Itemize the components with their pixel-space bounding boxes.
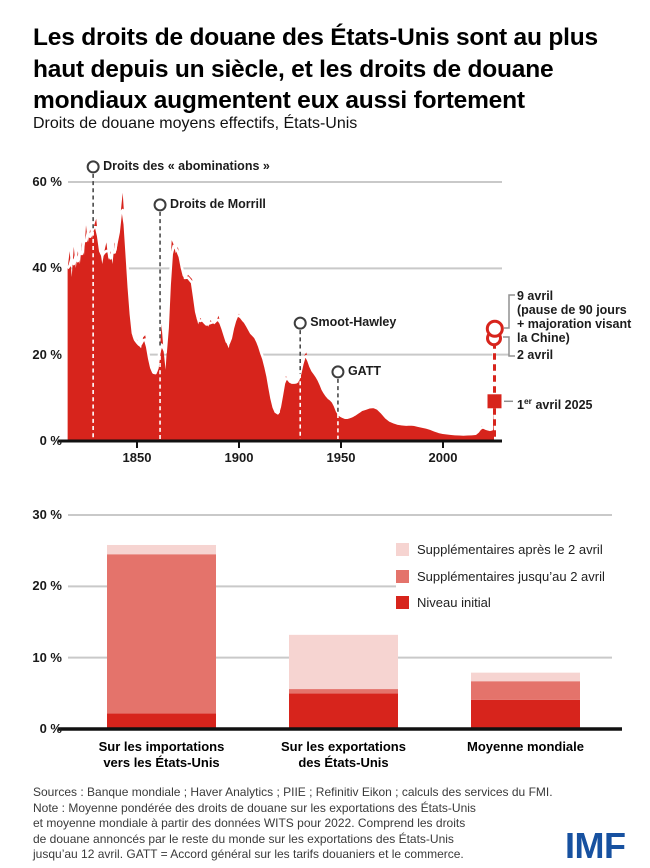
event-label-line: (pause de 90 jours (517, 303, 627, 317)
event-label-line: + majoration visant (517, 317, 632, 331)
bar-segment (471, 681, 580, 700)
footer-notes: Sources : Banque mondiale ; Haver Analyt… (33, 785, 593, 863)
event-circle-marker-9-avril (485, 319, 504, 338)
legend: Supplémentaires après le 2 avril Suppléme… (396, 537, 648, 622)
annotation-circle-marker (331, 365, 345, 379)
legend-item: Supplémentaires jusqu’au 2 avril (396, 569, 648, 584)
bottom-y-tick-label: 20 % (32, 578, 62, 594)
bar-category-label: Sur les exportations des États-Unis (254, 739, 434, 770)
bar-category-label-line: vers les États-Unis (103, 754, 220, 770)
top-x-tick-label: 2000 (428, 450, 458, 465)
bar-segment (471, 672, 580, 682)
imf-logo: IMF (565, 825, 626, 866)
top-y-tick-label: 0 % (39, 433, 62, 448)
bar-segment (107, 554, 216, 714)
bar-segment (107, 544, 216, 555)
annotation-circle-marker (293, 316, 307, 330)
annotation-label: Smoot-Hawley (310, 315, 397, 330)
legend-item: Niveau initial (396, 595, 648, 610)
annotation-label: GATT (347, 363, 382, 378)
top-y-tick-label: 60 % (32, 173, 62, 189)
top-y-tick-label: 40 % (32, 260, 62, 276)
bar-category-label: Moyenne mondiale (436, 739, 616, 755)
tariff-line-series (66, 208, 496, 436)
annotation-circle-marker (86, 160, 100, 174)
footer-line: et moyenne mondiale à partir des données… (33, 816, 466, 831)
event-label-line: la Chine) (517, 331, 570, 345)
bar-segment (107, 713, 216, 729)
legend-swatch-icon (396, 569, 409, 583)
legend-label: Supplémentaires après le 2 avril (417, 542, 603, 557)
event-label-2-avril: 2 avril (517, 348, 554, 362)
annotation-circle-marker (153, 198, 167, 212)
bottom-y-tick-label: 30 % (32, 507, 62, 522)
bar-category-label: Sur les importations vers les États-Unis (72, 739, 252, 770)
bar-segment (289, 693, 398, 729)
bar-segment (471, 699, 580, 729)
event-label-line: 9 avril (517, 289, 554, 303)
top-x-tick-label: 1950 (326, 450, 356, 465)
bar-category-label-line: Moyenne mondiale (466, 739, 585, 754)
top-x-tick-label: 1850 (122, 450, 152, 465)
legend-label: Niveau initial (417, 595, 491, 610)
event-label-9-avril: 9 avril (pause de 90 jours + majoration vi… (517, 289, 631, 345)
annotation-label: Droits des « abominations » (103, 158, 270, 173)
legend-swatch-icon (396, 596, 409, 609)
bracket-2-avril (503, 336, 515, 357)
event-square-marker (487, 394, 502, 409)
event-label-1er-avril: 1er avril 2025 (517, 396, 593, 413)
legend-item: Supplémentaires après le 2 avril (396, 542, 648, 557)
ordinal-superscript: er (523, 396, 532, 407)
annotation-label: Droits de Morrill (170, 196, 266, 211)
page-title: Les droits de douane des États-Unis sont… (33, 24, 598, 114)
legend-swatch-icon (396, 543, 409, 556)
bottom-y-tick-label: 0 % (39, 721, 62, 736)
bar-segment (289, 634, 398, 690)
footer-line: de douane annoncés par le reste du monde… (33, 831, 454, 846)
footer-line: Note : Moyenne pondérée des droits de do… (33, 800, 476, 815)
tariff-area-series (67, 192, 494, 441)
bottom-y-tick-label: 10 % (32, 649, 62, 665)
footer-line: Sources : Banque mondiale ; Haver Analyt… (33, 785, 553, 799)
legend-label: Supplémentaires jusqu’au 2 avril (417, 568, 605, 584)
top-x-tick-label: 1900 (224, 450, 254, 465)
top-y-tick-label: 20 % (32, 346, 62, 362)
footer-line: jusqu’au 12 avril. GATT = Accord général… (33, 847, 464, 862)
bracket-9-avril (504, 294, 515, 329)
bar-category-label-line: Sur les exportations (281, 739, 406, 754)
bar-category-label-line: Sur les importations (98, 739, 225, 754)
bar-category-label-line: des États-Unis (298, 754, 389, 770)
bar-segment (289, 689, 398, 694)
chart-subtitle: Droits de douane moyens effectifs, États… (33, 115, 358, 132)
